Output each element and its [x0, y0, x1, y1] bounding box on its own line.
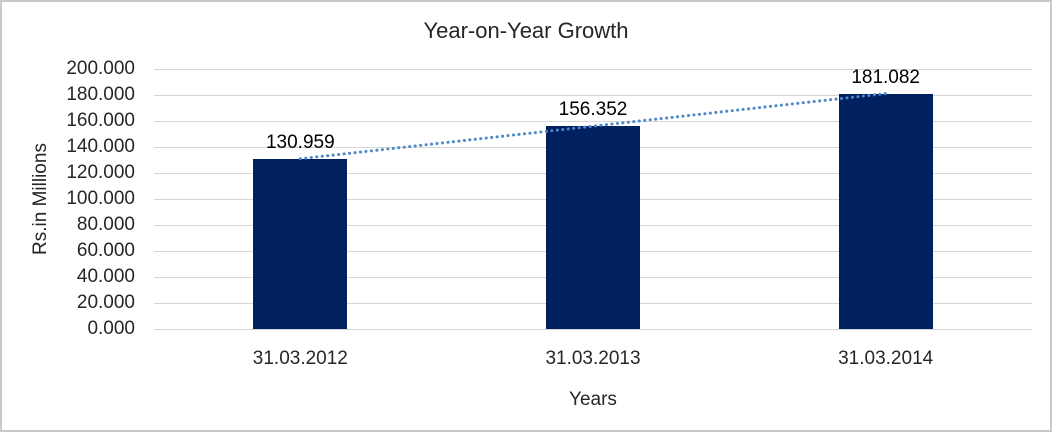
y-axis-tick-label: 100.000 — [66, 188, 135, 209]
y-axis-tick-label: 160.000 — [66, 110, 135, 131]
bar-value-label: 181.082 — [851, 66, 920, 88]
y-axis-tick-label: 20.000 — [76, 292, 135, 313]
y-axis-tick-label: 200.000 — [66, 58, 135, 79]
gridline — [154, 328, 1032, 330]
bar — [253, 158, 348, 329]
y-axis-tick-label: 40.000 — [76, 266, 135, 287]
y-axis-tick-label: 0.000 — [87, 318, 135, 339]
x-category-label: 31.03.2014 — [838, 348, 934, 369]
x-category-label: 31.03.2012 — [252, 348, 348, 369]
bar — [546, 125, 640, 329]
bar — [838, 93, 933, 329]
y-axis-tick-label: 180.000 — [66, 84, 135, 105]
x-axis-title: Years — [569, 389, 617, 410]
y-axis-tick-label: 120.000 — [66, 162, 135, 183]
y-axis-tick-label: 80.000 — [76, 214, 135, 235]
y-axis-tick-label: 140.000 — [66, 136, 135, 157]
chart-title: Year-on-Year Growth — [423, 18, 629, 43]
x-category-label: 31.03.2013 — [545, 348, 641, 369]
bar-value-label: 156.352 — [558, 98, 628, 120]
gridline — [154, 68, 1032, 70]
bar-value-label: 130.959 — [265, 131, 335, 153]
y-axis-tick-label: 60.000 — [76, 240, 135, 261]
